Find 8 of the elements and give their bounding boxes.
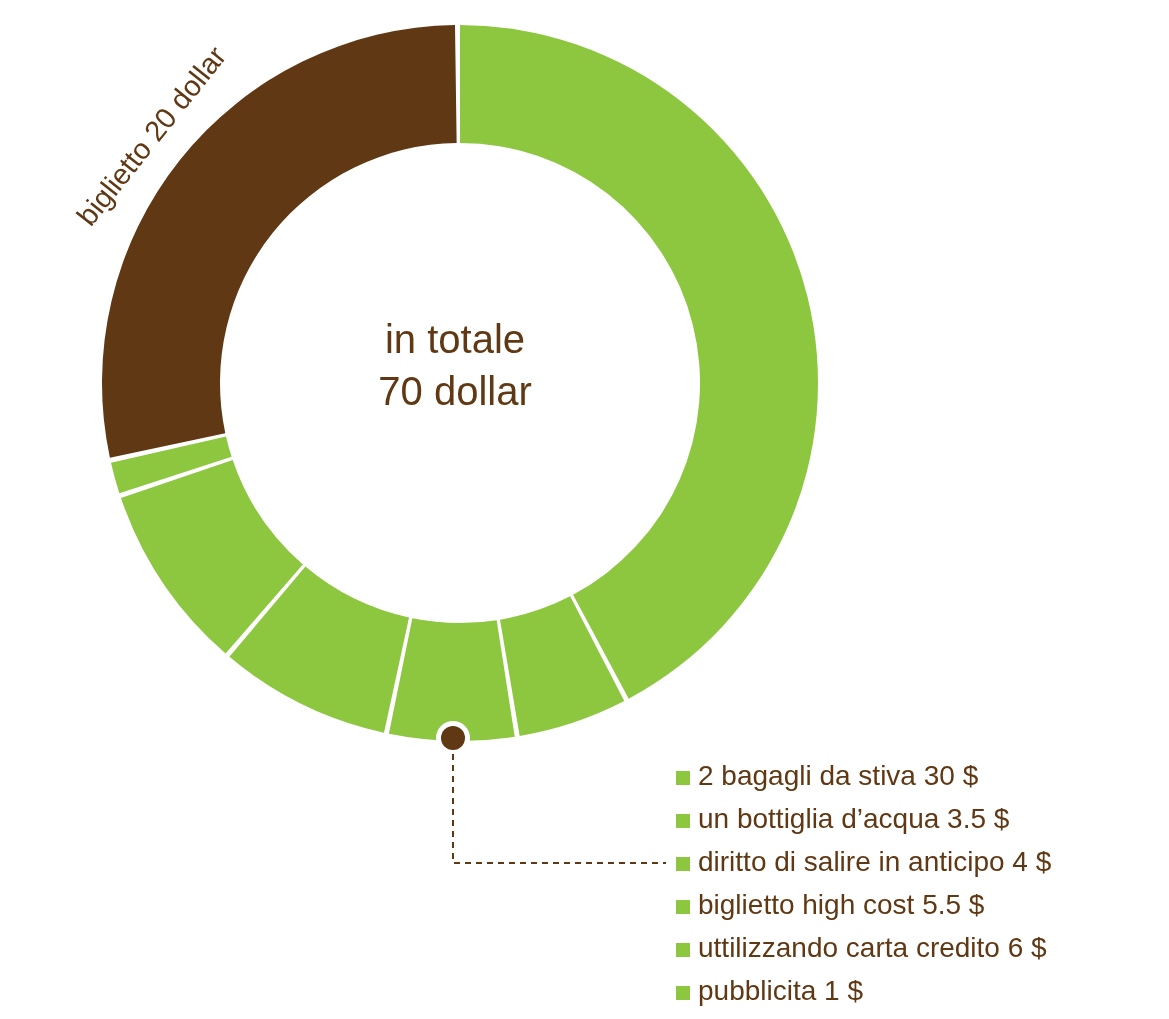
legend-label: pubblicita 1 $ (698, 975, 864, 1007)
legend-label: diritto di salire in anticipo 4 $ (698, 846, 1052, 878)
legend-label: biglietto high cost 5.5 $ (698, 889, 985, 921)
text: in totale (384, 316, 526, 361)
legend-label: 2 bagagli da stiva 30 $ (698, 760, 979, 792)
text: 70 dollar (378, 368, 532, 413)
legend-label: un bottiglia d’acqua 3.5 $ (698, 803, 1010, 835)
legend-label: uttilizzando carta credito 6 $ (698, 932, 1048, 964)
